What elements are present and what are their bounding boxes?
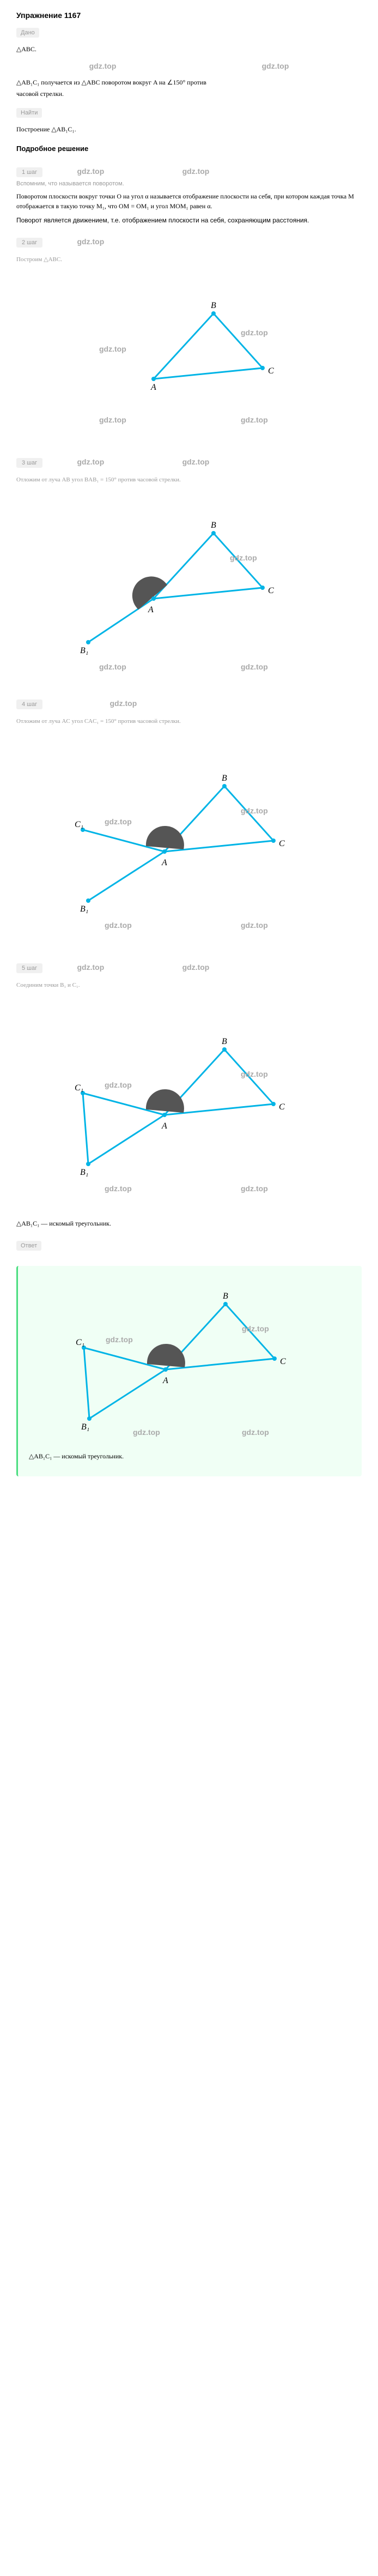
step-3-text: Отложим от луча AB угол BAB₁ = 150° прот… — [16, 475, 362, 485]
svg-text:gdz.top: gdz.top — [242, 1428, 269, 1437]
svg-text:A: A — [162, 1376, 168, 1385]
svg-text:gdz.top: gdz.top — [241, 806, 268, 815]
svg-text:B: B — [222, 1037, 227, 1046]
svg-text:C: C — [279, 1102, 285, 1112]
svg-text:gdz.top: gdz.top — [133, 1428, 160, 1437]
watermark: gdz.top — [77, 237, 104, 246]
svg-text:C: C — [279, 839, 285, 848]
svg-text:A: A — [148, 605, 154, 614]
given-label: Дано — [16, 28, 39, 38]
svg-text:A: A — [161, 1121, 167, 1131]
step-5-label: 5 шаг — [16, 963, 42, 973]
exercise-title: Упражнение 1167 — [16, 11, 362, 20]
svg-text:gdz.top: gdz.top — [241, 1184, 268, 1193]
svg-text:A: A — [150, 383, 156, 392]
svg-text:gdz.top: gdz.top — [99, 345, 126, 353]
step-2-text: Построим △ABC. — [16, 255, 362, 264]
watermark: gdz.top — [262, 62, 289, 70]
svg-text:gdz.top: gdz.top — [99, 415, 126, 424]
watermark: gdz.top — [109, 699, 137, 708]
svg-text:B₁: B₁ — [81, 1422, 89, 1432]
watermark: gdz.top — [182, 963, 210, 972]
svg-text:gdz.top: gdz.top — [242, 1324, 269, 1333]
svg-text:C: C — [268, 586, 274, 595]
step-4-label: 4 шаг — [16, 699, 42, 709]
svg-text:gdz.top: gdz.top — [241, 415, 268, 424]
solution-title: Подробное решение — [16, 144, 362, 153]
figure-answer: A B C B₁ C₁ gdz.top gdz.top gdz.top gdz.… — [68, 1277, 313, 1440]
svg-text:gdz.top: gdz.top — [241, 662, 268, 671]
answer-label: Ответ — [16, 1241, 41, 1251]
svg-text:gdz.top: gdz.top — [105, 1184, 132, 1193]
watermark: gdz.top — [182, 457, 210, 466]
svg-text:gdz.top: gdz.top — [105, 921, 132, 930]
svg-text:C₁: C₁ — [75, 1083, 83, 1093]
svg-text:B: B — [211, 521, 216, 530]
step-1-text-2: Поворот является движением, т.е. отображ… — [16, 215, 362, 225]
given-line-2b: часовой стрелки. — [16, 90, 362, 98]
svg-text:gdz.top: gdz.top — [105, 1081, 132, 1089]
step-3-label: 3 шаг — [16, 458, 42, 468]
watermark: gdz.top — [77, 457, 104, 466]
watermark: gdz.top — [77, 963, 104, 972]
find-line: Построение △AB₁C₁. — [16, 125, 362, 134]
svg-text:C: C — [280, 1357, 286, 1366]
answer-box: A B C B₁ C₁ gdz.top gdz.top gdz.top gdz.… — [16, 1266, 362, 1476]
svg-text:B: B — [222, 774, 227, 783]
figure-step-4: A B C B₁ C₁ gdz.top gdz.top gdz.top gdz.… — [16, 743, 362, 939]
svg-text:C₁: C₁ — [76, 1338, 84, 1347]
svg-text:gdz.top: gdz.top — [241, 328, 268, 337]
svg-text:gdz.top: gdz.top — [230, 553, 257, 562]
find-label: Найти — [16, 108, 42, 118]
figure-triangle-abc: A B C gdz.top gdz.top gdz.top gdz.top — [16, 281, 362, 433]
watermark: gdz.top — [77, 167, 104, 176]
svg-text:B: B — [211, 301, 216, 310]
step-1-label: 1 шаг — [16, 167, 42, 177]
watermark: gdz.top — [182, 167, 210, 176]
figure-step-3: A B C B₁ gdz.top gdz.top gdz.top — [16, 500, 362, 675]
step-1-text-1: Поворотом плоскости вокруг точки O на уг… — [16, 191, 362, 211]
svg-text:C: C — [268, 366, 274, 376]
svg-text:B: B — [223, 1292, 228, 1301]
given-line-2a: △AB₁C₁ получается из △ABC поворотом вокр… — [16, 79, 362, 87]
step-1-hint: Вспомним, что называется поворотом. — [16, 180, 362, 187]
svg-text:gdz.top: gdz.top — [106, 1335, 133, 1344]
svg-text:B₁: B₁ — [80, 646, 88, 655]
svg-text:B₁: B₁ — [80, 904, 88, 914]
step-5-text: Соединим точки B₁ и C₁. — [16, 981, 362, 990]
svg-text:gdz.top: gdz.top — [99, 662, 126, 671]
answer-text: △AB₁C₁ — искомый треугольник. — [29, 1451, 351, 1461]
watermark: gdz.top — [89, 62, 117, 70]
step-4-text: Отложим от луча AC угол CAC₁ = 150° прот… — [16, 717, 362, 726]
figure-step-5: A B C B₁ C₁ gdz.top gdz.top gdz.top gdz.… — [16, 1006, 362, 1202]
given-line-1: △ABC. — [16, 45, 362, 53]
svg-text:gdz.top: gdz.top — [105, 817, 132, 826]
svg-text:gdz.top: gdz.top — [241, 1070, 268, 1078]
svg-text:C₁: C₁ — [75, 820, 83, 829]
svg-text:B₁: B₁ — [80, 1168, 88, 1177]
conclusion-text: △AB₁C₁ — искомый треугольник. — [16, 1218, 362, 1228]
svg-text:gdz.top: gdz.top — [241, 921, 268, 930]
step-2-label: 2 шаг — [16, 238, 42, 248]
svg-text:A: A — [161, 858, 167, 867]
